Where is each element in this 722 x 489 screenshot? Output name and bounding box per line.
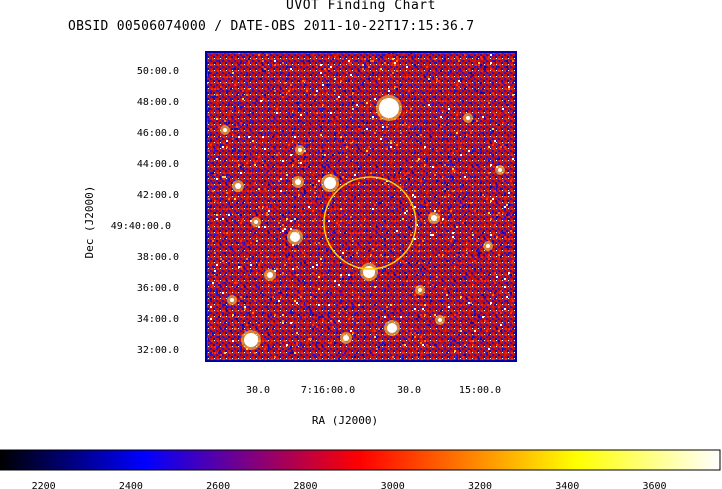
- chart-subtitle: OBSID 00506074000 / DATE-OBS 2011-10-22T…: [68, 19, 475, 34]
- star: [223, 128, 227, 132]
- star: [343, 335, 349, 341]
- image-frame: [205, 51, 517, 362]
- colorbar-tick-label: 3200: [468, 481, 492, 489]
- star: [235, 183, 241, 189]
- star: [486, 244, 490, 248]
- y-tick-label: 48:00.0: [137, 97, 179, 108]
- colorbar-tick-label: 2800: [293, 481, 317, 489]
- y-tick-label: 49:40:00.0: [111, 221, 171, 232]
- colorbar-tick-label: 3000: [381, 481, 405, 489]
- colorbar-tick-label: 3600: [642, 481, 666, 489]
- colorbar: [0, 449, 721, 471]
- x-tick-label: 30.0: [246, 385, 270, 396]
- star: [431, 215, 437, 221]
- star: [295, 179, 301, 185]
- star: [290, 232, 300, 242]
- star: [363, 266, 375, 278]
- star: [324, 177, 336, 189]
- y-tick-label: 46:00.0: [137, 128, 179, 139]
- star: [379, 98, 399, 118]
- sky-image: [205, 51, 517, 362]
- y-axis-label: Dec (J2000): [83, 186, 96, 259]
- x-axis-label: RA (J2000): [312, 414, 378, 427]
- y-tick-label: 50:00.0: [137, 66, 179, 77]
- y-tick-label: 36:00.0: [137, 283, 179, 294]
- star: [466, 116, 470, 120]
- chart-title: UVOT Finding Chart: [286, 0, 436, 13]
- x-tick-label: 7:16:00.0: [301, 385, 355, 396]
- colorbar-tick-label: 2200: [32, 481, 56, 489]
- x-tick-label: 15:00.0: [459, 385, 501, 396]
- colorbar-tick-label: 3400: [555, 481, 579, 489]
- star: [254, 220, 258, 224]
- star: [438, 318, 442, 322]
- y-tick-label: 34:00.0: [137, 314, 179, 325]
- source-region-circle: [323, 176, 417, 270]
- y-axis-ticks: 50:00.0 48:00.0 46:00.0 44:00.0 42:00.0 49:40…: [111, 66, 179, 356]
- colorbar-ticks: 2200 2400 2600 2800 3000 3200 3400 3600: [32, 481, 667, 489]
- star: [387, 323, 397, 333]
- y-tick-label: 32:00.0: [137, 345, 179, 356]
- x-axis-ticks: 30.0 7:16:00.0 30.0 15:00.0: [246, 385, 501, 396]
- star: [244, 333, 258, 347]
- colorbar-tick-label: 2600: [206, 481, 230, 489]
- star: [418, 288, 422, 292]
- star: [230, 298, 234, 302]
- y-tick-label: 42:00.0: [137, 190, 179, 201]
- y-tick-label: 38:00.0: [137, 252, 179, 263]
- star: [298, 148, 302, 152]
- star: [267, 272, 273, 278]
- x-tick-label: 30.0: [397, 385, 421, 396]
- y-tick-label: 44:00.0: [137, 159, 179, 170]
- star: [498, 168, 502, 172]
- colorbar-tick-label: 2400: [119, 481, 143, 489]
